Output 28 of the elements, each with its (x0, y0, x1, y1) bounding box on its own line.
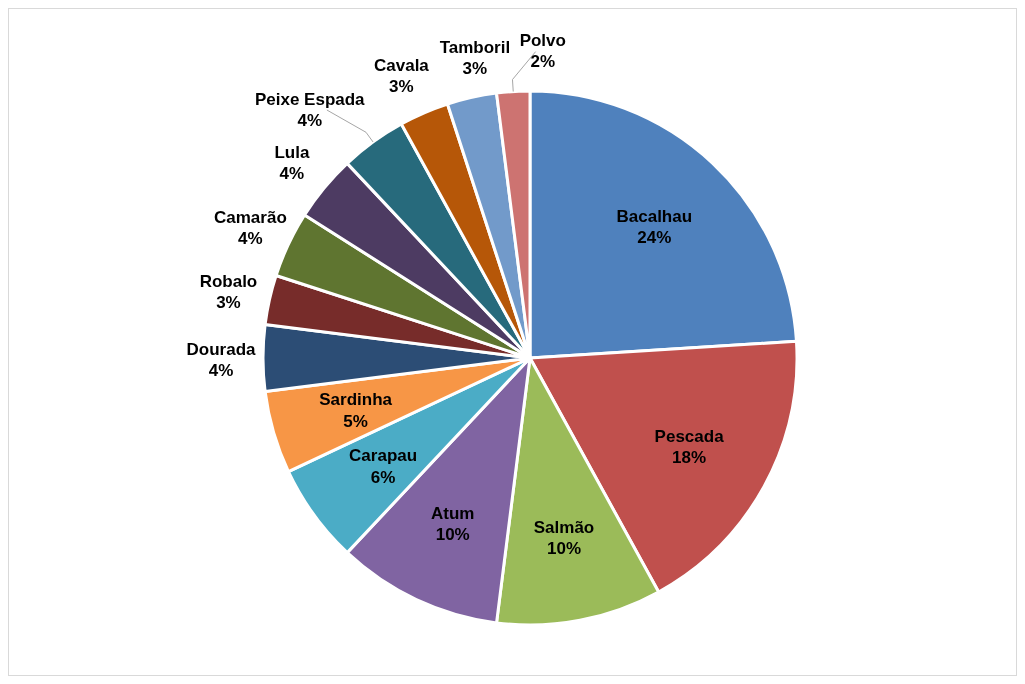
slice-label: Salmão (533, 517, 595, 537)
data-label: 4% (238, 229, 263, 249)
slice-label: Atum (430, 503, 475, 523)
slice-label: Dourada (186, 339, 257, 359)
data-label: 5% (343, 411, 368, 431)
slice-label: Bacalhau (616, 207, 693, 227)
slice-label: Pescada (654, 427, 725, 447)
slice-label: Peixe Espada (254, 89, 366, 109)
data-label: 4% (297, 110, 323, 130)
data-label: 2% (530, 52, 556, 72)
data-label: 4% (279, 163, 305, 183)
slice-label: Lula (274, 142, 310, 162)
slice-label: Robalo (199, 272, 258, 292)
data-label: 18% (672, 448, 707, 468)
slice-label: Polvo (519, 31, 566, 51)
slice-label: Cavala (373, 56, 430, 76)
slice-label: Sardinha (319, 390, 393, 410)
data-label: 6% (370, 467, 396, 487)
data-label: 3% (462, 59, 488, 79)
slice-label: Camarão (214, 208, 287, 228)
data-label: 4% (208, 360, 234, 380)
data-label: 3% (216, 293, 241, 313)
data-label: 10% (435, 525, 470, 545)
slice-label: Carapau (349, 446, 418, 466)
data-label: 24% (637, 228, 672, 248)
data-label: 10% (547, 539, 582, 559)
data-label: 3% (389, 77, 414, 97)
slice-label: Tamboril (439, 38, 511, 58)
